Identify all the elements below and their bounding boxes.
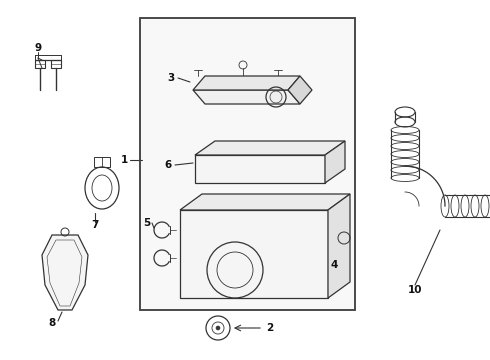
- Circle shape: [216, 326, 220, 330]
- Polygon shape: [328, 194, 350, 298]
- Polygon shape: [180, 210, 328, 298]
- Text: 2: 2: [266, 323, 273, 333]
- Bar: [94, 157, 110, 167]
- Bar: [140, 18, 355, 310]
- Polygon shape: [193, 76, 300, 90]
- Polygon shape: [42, 235, 88, 310]
- Text: 9: 9: [34, 43, 42, 53]
- Text: 5: 5: [143, 218, 150, 228]
- Polygon shape: [195, 155, 325, 183]
- Text: 1: 1: [121, 155, 128, 165]
- Polygon shape: [193, 90, 300, 104]
- Polygon shape: [325, 141, 345, 183]
- Text: 10: 10: [408, 285, 422, 295]
- Bar: [140, 18, 355, 310]
- Polygon shape: [180, 194, 350, 210]
- Text: 4: 4: [330, 260, 338, 270]
- Text: 3: 3: [168, 73, 175, 83]
- Polygon shape: [288, 76, 312, 104]
- Text: 8: 8: [49, 318, 56, 328]
- Text: 7: 7: [91, 220, 98, 230]
- Text: 6: 6: [165, 160, 172, 170]
- Polygon shape: [195, 141, 345, 155]
- Bar: [35, 60, 45, 68]
- Bar: [51, 60, 61, 68]
